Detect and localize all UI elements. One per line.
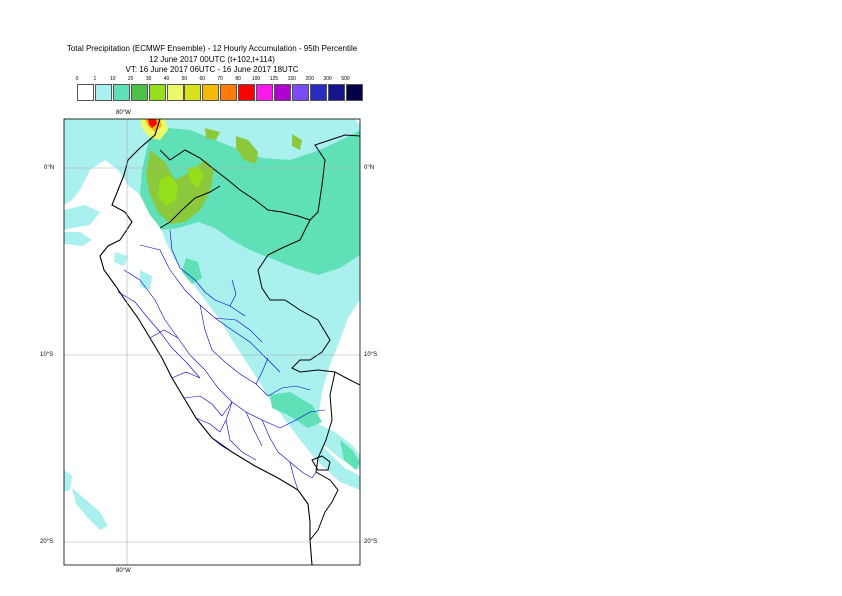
legend-swatch — [130, 84, 148, 101]
legend-tick-label: 1 — [93, 76, 97, 82]
legend-tick-label: 40 — [163, 76, 170, 82]
legend-tick-label: 0 — [75, 76, 79, 82]
graticule — [64, 119, 360, 565]
legend-swatch — [327, 84, 345, 101]
legend-swatch — [166, 84, 184, 101]
legend-tick-label: 300 — [323, 76, 332, 82]
lat-label-right-0n: 0°N — [364, 165, 375, 171]
lat-label-right-10s: 10°S — [364, 352, 378, 358]
lon-label-top: 80°W — [116, 110, 131, 116]
chart-subtitle-valid-time: VT: 16 June 2017 06UTC - 16 June 2017 18… — [125, 65, 299, 74]
lat-label-left-10s: 10°S — [40, 352, 54, 358]
lon-label-bottom: 80°W — [116, 568, 131, 574]
country-borders — [159, 134, 360, 541]
lat-label-right-20s: 20°S — [364, 539, 378, 545]
chart-subtitle-run: 12 June 2017 00UTC (t+102,t+114) — [149, 55, 275, 64]
legend-swatch — [77, 84, 94, 101]
legend-tick-label: 100 — [251, 76, 261, 82]
legend-tick-label: 150 — [287, 76, 296, 82]
region-borders — [117, 229, 326, 491]
legend-tick-label: 125 — [269, 76, 279, 82]
legend-tick-label: 60 — [199, 76, 206, 82]
precip-field-10-20mm — [140, 128, 360, 470]
legend-swatch — [94, 84, 112, 101]
lat-label-left-20s: 20°S — [40, 539, 54, 545]
legend-tick-label: 50 — [181, 76, 188, 82]
legend-swatch — [184, 84, 202, 101]
chart-title: Total Precipitation (ECMWF Ensemble) - 1… — [66, 44, 358, 53]
legend-swatch — [309, 84, 327, 101]
legend-tick-label: 200 — [305, 76, 314, 82]
precip-field-heavy — [140, 119, 168, 140]
legend-swatch — [238, 84, 256, 101]
legend-swatch — [112, 84, 130, 101]
legend-tick-label: 20 — [127, 76, 134, 82]
lat-label-left-0n: 0°N — [44, 165, 55, 171]
legend-swatch — [291, 84, 309, 101]
legend-tick-label: 500 — [341, 76, 350, 82]
legend-tick-label: 30 — [145, 76, 152, 82]
legend-tick-label: 80 — [235, 76, 241, 82]
legend-swatch — [273, 84, 291, 101]
legend-swatch — [345, 84, 363, 101]
precip-field-30-40mm — [158, 166, 204, 206]
legend-swatch — [148, 84, 166, 101]
legend-swatch — [202, 84, 220, 101]
map-frame — [63, 118, 361, 566]
legend-swatch — [256, 84, 273, 101]
legend-swatch — [220, 84, 238, 101]
coastline — [99, 119, 313, 565]
legend-tick-label: 70 — [217, 76, 223, 82]
legend-tick-label: 10 — [110, 76, 116, 82]
